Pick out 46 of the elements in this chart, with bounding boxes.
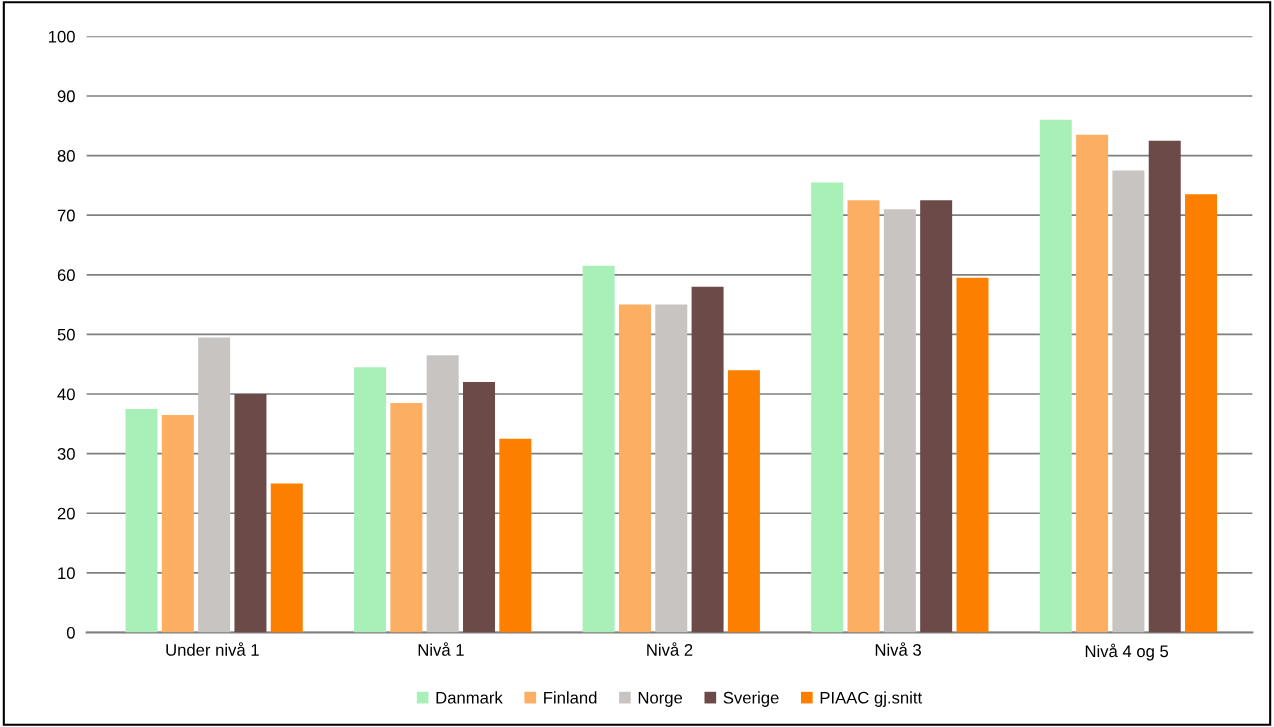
- y-tick-label: 10: [58, 567, 75, 580]
- legend-label: Danmark: [436, 691, 503, 704]
- bar: [161, 414, 194, 633]
- bar: [727, 370, 760, 633]
- legend-label: Sverige: [723, 691, 779, 707]
- legend-label: Finland: [544, 691, 597, 704]
- x-tick-label: Nivå 3: [875, 642, 921, 656]
- bar: [270, 483, 303, 633]
- y-tick-label: 60: [57, 269, 75, 282]
- x-tick-label: Under nivå 1: [166, 642, 259, 656]
- x-tick-label: Nivå 1: [418, 642, 464, 656]
- bar: [883, 209, 916, 633]
- x-tick-label: Nivå 4 og 5: [1085, 643, 1169, 661]
- bar: [655, 304, 688, 633]
- y-tick-label: 70: [57, 209, 75, 222]
- bar: [354, 367, 387, 633]
- bar: [234, 394, 267, 633]
- bar: [198, 337, 231, 633]
- y-tick-label: 40: [57, 388, 75, 401]
- bar: [691, 286, 724, 633]
- bar: [1112, 170, 1145, 633]
- bar: [1148, 140, 1181, 633]
- y-tick-label: 0: [66, 626, 75, 639]
- bar: [1076, 134, 1109, 633]
- bar: [499, 438, 532, 633]
- bar: [811, 182, 844, 633]
- x-tick-label: Nivå 2: [647, 642, 693, 656]
- bar: [463, 382, 496, 633]
- bar: [125, 408, 158, 633]
- y-tick-label: 20: [57, 507, 75, 520]
- bar: [956, 277, 989, 633]
- bar: [582, 265, 615, 633]
- legend-label: PIAAC gj.snitt: [820, 691, 923, 707]
- bar: [618, 304, 651, 633]
- bar: [426, 355, 459, 633]
- bar: [847, 200, 880, 633]
- legend-label: Norge: [638, 691, 683, 707]
- bar: [1039, 119, 1072, 633]
- bar: [920, 200, 953, 633]
- y-tick-label: 90: [57, 90, 75, 103]
- y-tick-label: 30: [57, 448, 75, 460]
- bar: [390, 402, 423, 633]
- y-tick-label: 50: [57, 328, 75, 341]
- y-tick-label: 80: [57, 149, 75, 162]
- y-tick-label: 100: [48, 30, 75, 43]
- bar: [1185, 194, 1218, 633]
